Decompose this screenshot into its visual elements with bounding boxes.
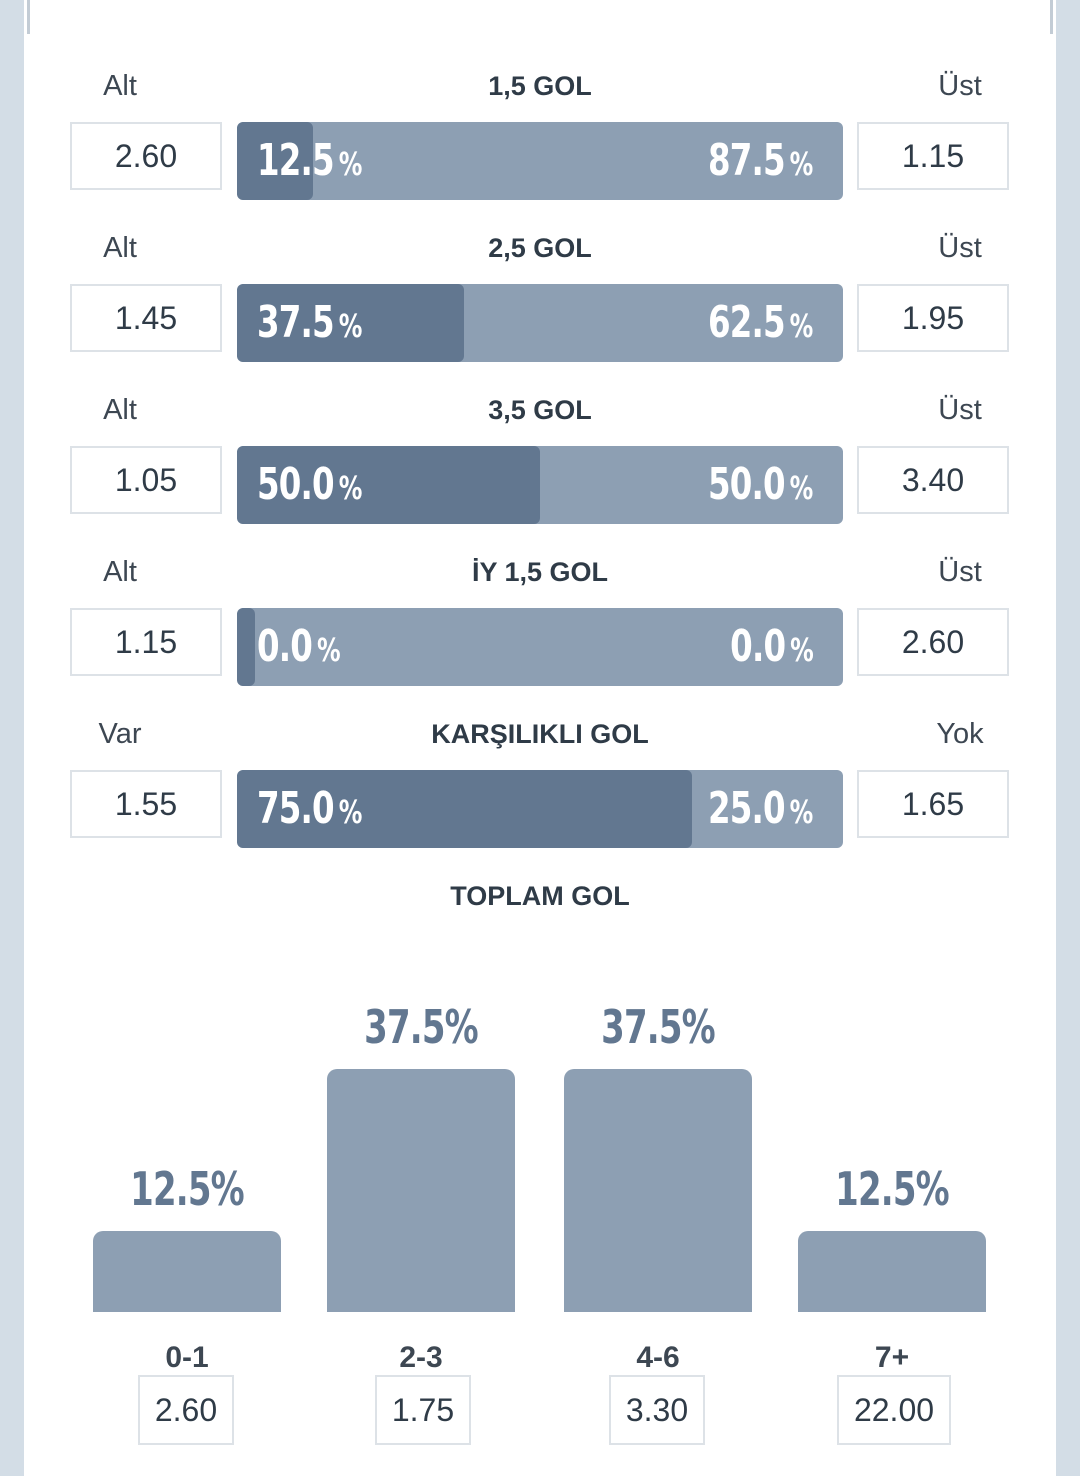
market-row: Alt 2,5 GOL Üst 1.45 37.5% 62.5% 1.95: [0, 230, 1080, 392]
left-odd-button[interactable]: 1.05: [70, 446, 222, 514]
right-odd-button[interactable]: 2.60: [857, 608, 1009, 676]
left-percentage: 12.5%: [257, 135, 362, 186]
total-goals-percentage: 12.5%: [835, 1162, 949, 1216]
total-goals-bar: [798, 1231, 986, 1312]
market-left-label: Var: [98, 718, 142, 750]
probability-bar: 12.5% 87.5%: [237, 122, 843, 200]
probability-bar: 0.0% 0.0%: [237, 608, 843, 686]
probability-bar-fill: [237, 446, 540, 524]
total-goals-odd-button[interactable]: 1.75: [375, 1375, 471, 1445]
probability-bar: 50.0% 50.0%: [237, 446, 843, 524]
total-goals-percentage: 37.5%: [364, 1000, 478, 1054]
right-percentage: 0.0%: [730, 621, 814, 672]
right-odd-button[interactable]: 3.40: [857, 446, 1009, 514]
market-right-label: Üst: [938, 232, 982, 264]
total-goals-percentage: 37.5%: [601, 1000, 715, 1054]
left-percentage: 0.0%: [257, 621, 341, 672]
right-percentage: 62.5%: [708, 297, 813, 348]
total-goals-column: 12.5% 0-1: [93, 0, 283, 1476]
total-goals-bar: [327, 1069, 515, 1312]
total-goals-label: 0-1: [165, 1341, 209, 1374]
market-row: Var KARŞILIKLI GOL Yok 1.55 75.0% 25.0% …: [0, 716, 1080, 878]
left-percentage: 75.0%: [257, 783, 362, 834]
market-row: Alt İY 1,5 GOL Üst 1.15 0.0% 0.0% 2.60: [0, 554, 1080, 716]
total-goals-odd-button[interactable]: 2.60: [138, 1375, 234, 1445]
market-left-label: Alt: [103, 232, 137, 264]
market-row: Alt 1,5 GOL Üst 2.60 12.5% 87.5% 1.15: [0, 68, 1080, 230]
panel-edge-left: [27, 0, 30, 34]
total-goals-label: 2-3: [399, 1341, 443, 1374]
total-goals-column: 37.5% 2-3: [327, 0, 517, 1476]
total-goals-label: 4-6: [636, 1341, 680, 1374]
total-goals-column: 37.5% 4-6: [564, 0, 754, 1476]
market-title: İY 1,5 GOL: [471, 557, 609, 587]
right-odd-button[interactable]: 1.15: [857, 122, 1009, 190]
probability-bar-fill: [237, 284, 464, 362]
left-percentage: 50.0%: [257, 459, 362, 510]
right-odd-button[interactable]: 1.65: [857, 770, 1009, 838]
market-row: Alt 3,5 GOL Üst 1.05 50.0% 50.0% 3.40: [0, 392, 1080, 554]
market-title: 1,5 GOL: [488, 71, 592, 101]
market-right-label: Üst: [938, 556, 982, 588]
probability-bar-fill: [237, 122, 313, 200]
probability-bar-fill: [237, 770, 692, 848]
left-odd-button[interactable]: 1.15: [70, 608, 222, 676]
total-goals-odd-button[interactable]: 22.00: [837, 1375, 951, 1445]
total-goals-label: 7+: [874, 1341, 910, 1374]
total-goals-title: TOPLAM GOL: [450, 881, 630, 911]
probability-bar: 37.5% 62.5%: [237, 284, 843, 362]
left-percentage: 37.5%: [257, 297, 362, 348]
panel-edge-right: [1050, 0, 1053, 34]
right-percentage: 87.5%: [708, 135, 813, 186]
total-goals-column: 12.5% 7+: [798, 0, 988, 1476]
right-odd-button[interactable]: 1.95: [857, 284, 1009, 352]
total-goals-percentage: 12.5%: [130, 1162, 244, 1216]
market-title: 3,5 GOL: [488, 395, 592, 425]
left-odd-button[interactable]: 2.60: [70, 122, 222, 190]
market-right-label: Yok: [936, 718, 984, 750]
total-goals-bar: [564, 1069, 752, 1312]
market-left-label: Alt: [103, 556, 137, 588]
right-percentage: 25.0%: [708, 783, 813, 834]
probability-bar-fill: [237, 608, 255, 686]
total-goals-odd-button[interactable]: 3.30: [609, 1375, 705, 1445]
total-goals-bar: [93, 1231, 281, 1312]
market-title: 2,5 GOL: [488, 233, 592, 263]
left-odd-button[interactable]: 1.55: [70, 770, 222, 838]
right-percentage: 50.0%: [708, 459, 813, 510]
market-right-label: Üst: [938, 394, 982, 426]
left-odd-button[interactable]: 1.45: [70, 284, 222, 352]
probability-bar: 75.0% 25.0%: [237, 770, 843, 848]
market-title: KARŞILIKLI GOL: [431, 719, 649, 749]
market-left-label: Alt: [103, 394, 137, 426]
market-right-label: Üst: [938, 70, 982, 102]
market-left-label: Alt: [103, 70, 137, 102]
statistics-panel: [24, 0, 1056, 1476]
